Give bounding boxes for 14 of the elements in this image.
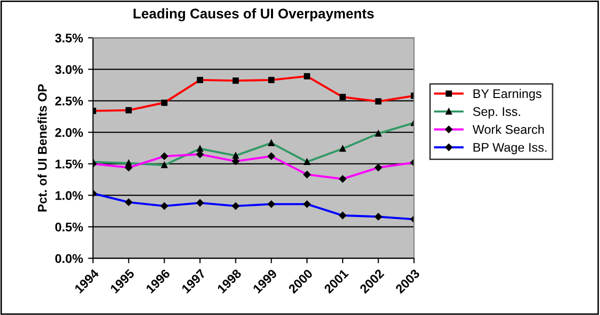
y-tick-label: 1.0%	[56, 191, 83, 200]
chart-title: Leading Causes of UI Overpayments	[134, 8, 374, 22]
y-tick-label: 3.5%	[55, 34, 83, 42]
y-tick-label: 2.5%	[55, 96, 83, 106]
legend-label: BP Wage Iss.	[474, 143, 546, 154]
legend-label: Sep. Iss.	[473, 107, 520, 118]
legend-label: Work Search	[472, 124, 544, 134]
y-tick-label: 2.0%	[55, 128, 83, 137]
y-tick-label: 1.5%	[56, 160, 83, 168]
legend-label: BY Earnings	[474, 88, 542, 101]
y-tick-label: 3.0%	[55, 65, 83, 74]
y-axis-title: Pct. of UI Benefits OP	[38, 84, 47, 212]
y-tick-label: 0.0%	[55, 254, 83, 263]
y-tick-label: 0.5%	[55, 222, 83, 232]
